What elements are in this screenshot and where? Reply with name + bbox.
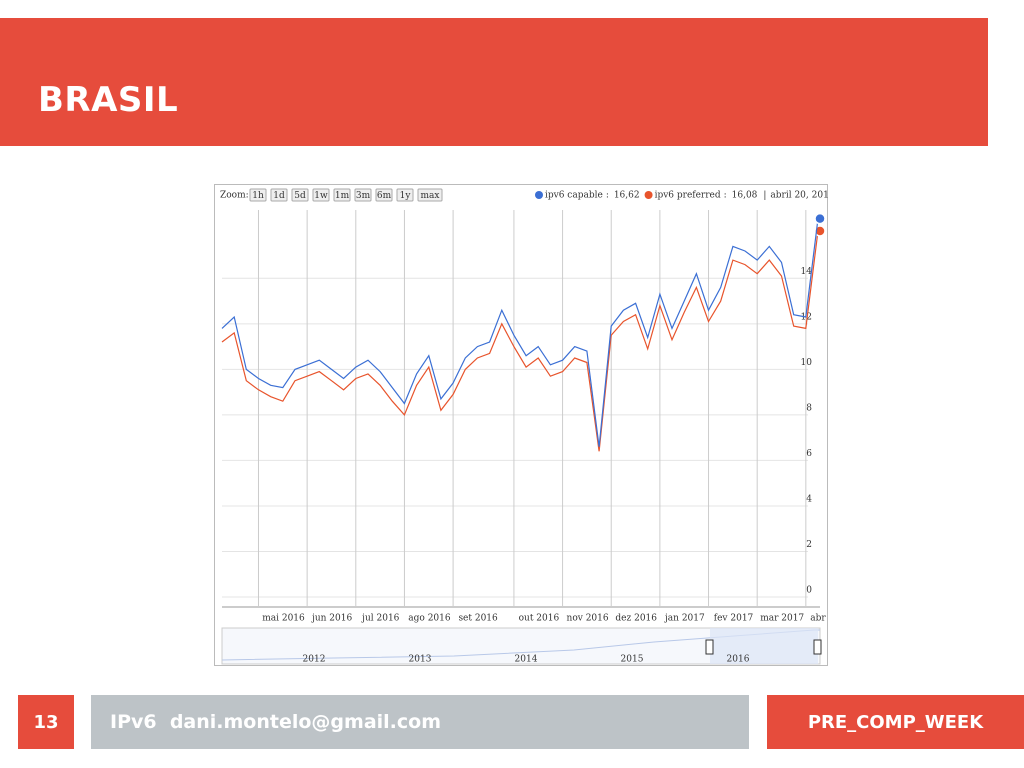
zoom-button-label[interactable]: 6m <box>377 191 392 201</box>
x-tick-label: jul 2016 <box>361 614 400 624</box>
x-tick-label: set 2016 <box>458 614 498 624</box>
legend-value: 16,08 <box>732 191 758 201</box>
zoom-button[interactable] <box>417 188 443 202</box>
series-line <box>221 218 819 447</box>
zoom-button[interactable] <box>249 188 267 202</box>
navigator-selection <box>710 628 818 664</box>
x-tick-label: mai 2016 <box>262 614 305 624</box>
y-tick-label: 8 <box>806 403 812 413</box>
legend-value: 16,62 <box>614 191 640 201</box>
series-line <box>221 230 819 452</box>
zoom-button-label[interactable]: 3m <box>356 191 371 201</box>
header-bar: BRASIL <box>0 18 988 146</box>
y-tick-label: 10 <box>801 358 813 368</box>
zoom-button[interactable] <box>375 188 393 202</box>
y-tick-label: 4 <box>806 494 812 504</box>
zoom-label: Zoom: <box>220 191 249 201</box>
legend-marker <box>644 191 653 199</box>
y-tick-label: 14 <box>801 267 813 277</box>
zoom-button[interactable] <box>354 188 372 202</box>
x-tick-label: fev 2017 <box>714 614 754 624</box>
x-tick-label: dez 2016 <box>615 614 657 624</box>
x-tick-label: jan 2017 <box>664 614 705 624</box>
end-marker <box>814 212 826 225</box>
slide-title: BRASIL <box>38 80 179 120</box>
navigator-label: 2016 <box>727 655 750 665</box>
x-tick-label: mar 2017 <box>760 614 804 624</box>
navigator-label: 2012 <box>303 655 326 665</box>
legend-marker <box>535 191 543 199</box>
legend-separator: : <box>724 191 727 201</box>
legend-label: ipv6 preferred <box>655 191 721 201</box>
legend-label: ipv6 capable <box>545 191 603 201</box>
x-tick-label: nov 2016 <box>567 614 609 624</box>
y-tick-label: 0 <box>806 586 812 596</box>
chart-frame <box>214 184 828 666</box>
zoom-button[interactable] <box>396 188 414 202</box>
navigator-handle[interactable] <box>813 639 822 655</box>
navigator-label: 2013 <box>409 655 432 665</box>
zoom-button-label[interactable]: max <box>421 191 440 201</box>
zoom-button[interactable] <box>270 188 288 202</box>
zoom-button-label[interactable]: 1w <box>314 191 328 201</box>
navigator-handle[interactable] <box>705 639 714 655</box>
zoom-button[interactable] <box>333 188 351 202</box>
y-tick-label: 2 <box>806 540 812 550</box>
navigator-label: 2014 <box>515 655 538 665</box>
chart: Zoom: 1h 1d 5d 1w 1m 3m 6m 1y max ipv6 capable:16,… <box>214 184 828 666</box>
x-tick-label: jun 2016 <box>311 614 352 624</box>
end-marker <box>814 225 826 237</box>
zoom-button-label[interactable]: 1m <box>335 191 350 201</box>
navigator-label: 2015 <box>621 655 644 665</box>
page-number: 13 <box>18 695 74 749</box>
footer-right: PRE_COMP_WEEK <box>767 695 1024 749</box>
date-label: abril 20, 2017 - 00:00 <box>770 191 828 201</box>
x-tick-label: abr 2017 <box>810 614 828 624</box>
zoom-button-label[interactable]: 5d <box>294 191 306 201</box>
x-tick-label: out 2016 <box>519 614 560 624</box>
legend-separator: : <box>606 191 609 201</box>
y-tick-label: 6 <box>806 449 812 459</box>
zoom-button-label[interactable]: 1h <box>252 191 264 201</box>
zoom-button[interactable] <box>312 188 330 202</box>
zoom-button[interactable] <box>291 188 309 202</box>
zoom-button-label[interactable]: 1d <box>273 191 285 201</box>
footer-text: IPv6 dani.montelo@gmail.com <box>91 695 749 749</box>
x-tick-label: ago 2016 <box>408 614 451 624</box>
legend-separator: | <box>763 191 766 201</box>
zoom-button-label[interactable]: 1y <box>400 191 412 201</box>
